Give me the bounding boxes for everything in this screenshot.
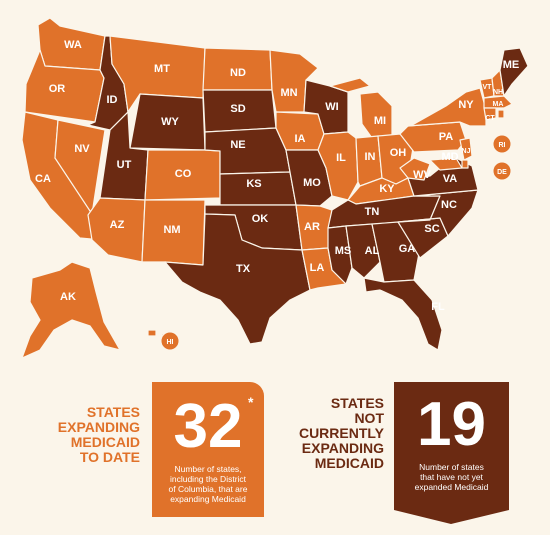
state-label-al: AL [365,245,380,257]
state-label-mi: MI [374,115,386,127]
footnote-asterisk: * [248,394,254,410]
state-tx [164,213,311,345]
expanding-count-badge: 32 * Number of states, including the Dis… [152,382,264,517]
state-label-wi: WI [325,101,338,113]
state-ma [483,95,513,109]
not-expanding-count: 19 [417,390,486,459]
state-label-mn: MN [280,87,297,99]
not-expanding-caption: Number of states that have not yet expan… [414,462,489,492]
state-label-nd: ND [230,67,246,79]
state-label-nv: NV [74,143,90,155]
state-label-ok: OK [252,213,269,225]
state-label-ms: MS [335,245,352,257]
state-nj [459,137,473,161]
state-label-sd: SD [230,103,245,115]
state-label-ga: GA [399,243,416,255]
state-ri [497,109,505,119]
state-label-oh: OH [390,147,407,159]
state-label-ca: CA [35,173,51,185]
state-label-nh: NH [493,89,503,96]
state-label-hi: HI [167,339,174,346]
state-label-wy: WY [161,116,179,128]
state-label-in: IN [365,151,376,163]
state-label-id: ID [107,94,118,106]
state-badge-ri [492,134,512,154]
state-label-ct: CT [485,115,495,122]
state-label-ia: IA [295,133,306,145]
state-badge-de [492,161,512,181]
state-label-wv: WV [413,169,431,181]
not-expanding-title: STATES NOT CURRENTLY EXPANDING MEDICAID [298,395,384,471]
state-wv [399,157,431,181]
expanding-title: STATES EXPANDING MEDICAID TO DATE [57,404,140,465]
state-label-ri: RI [499,142,506,149]
state-label-de: DE [497,169,507,176]
state-label-tx: TX [236,263,251,275]
us-medicaid-map: WA OR CA NV ID MT WY UT AZ CO NM ND SD NE KS OK TX MN IA MO… [21,17,529,359]
state-label-ut: UT [117,159,132,171]
state-label-ks: KS [246,178,261,190]
expanding-caption: Number of states, including the District… [168,464,248,504]
state-label-pa: PA [439,131,454,143]
state-label-ak: AK [60,291,76,303]
state-label-nc: NC [441,199,457,211]
state-de [461,159,469,169]
state-label-wa: WA [64,39,82,51]
state-label-tn: TN [365,206,380,218]
state-label-mt: MT [154,63,170,75]
state-label-fl: FL [431,301,445,313]
state-label-nm: NM [163,224,180,236]
not-expanding-count-badge: 19 Number of states that have not yet ex… [394,382,509,524]
state-label-az: AZ [110,219,125,231]
state-fl [363,277,443,351]
state-label-or: OR [49,83,66,95]
state-ny [407,87,487,127]
state-label-nj: NJ [462,148,471,155]
state-label-me: ME [503,59,520,71]
state-label-ne: NE [230,139,245,151]
state-al [345,223,381,279]
expanding-count: 32 [173,392,243,461]
state-label-ar: AR [304,221,320,233]
state-label-la: LA [310,262,325,274]
state-label-mo: MO [303,177,321,189]
state-badge-hi [160,331,180,351]
state-label-ma: MA [493,101,504,108]
state-label-md: MD [441,151,458,163]
state-label-ky: KY [379,183,395,195]
state-pa [399,121,467,153]
state-label-co: CO [175,168,192,180]
state-label-va: VA [443,173,458,185]
state-me [499,47,529,97]
state-md [429,157,463,171]
state-ct [483,107,497,121]
state-label-ny: NY [458,99,474,111]
state-ak [21,261,121,359]
state-label-sc: SC [424,223,439,235]
state-label-vt: VT [483,84,493,91]
state-nc [397,189,479,237]
state-label-il: IL [336,152,346,164]
